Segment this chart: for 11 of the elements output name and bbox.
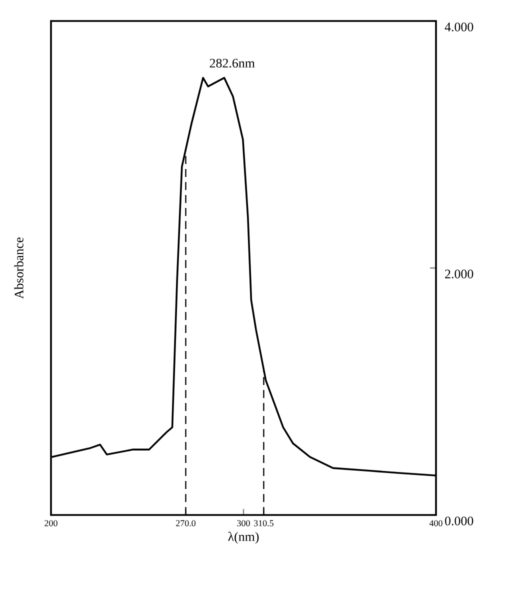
x-tick-label: 310.5	[254, 520, 274, 526]
y-tick-label: 2.000	[445, 270, 474, 278]
x-axis-title: λ(nm)	[228, 532, 259, 544]
x-tick-label: 270.0	[176, 520, 196, 526]
annotation: 282.6nm	[210, 58, 255, 68]
x-tick-label: 300	[237, 520, 250, 526]
y-tick-label: 0.000	[445, 516, 474, 526]
y-tick-label: 4.000	[444, 22, 474, 32]
y-axis-title: Absorbance	[14, 238, 24, 299]
x-tick-label: 200	[44, 520, 58, 526]
x-tick-label: 400	[429, 520, 442, 526]
